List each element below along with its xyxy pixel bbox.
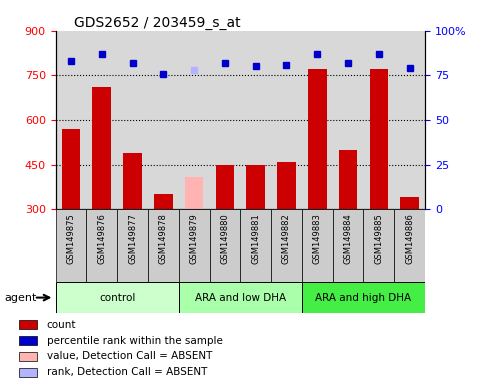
Bar — [210, 209, 240, 282]
Bar — [62, 129, 80, 209]
Bar — [333, 209, 364, 282]
Text: agent: agent — [5, 293, 37, 303]
Text: GSM149884: GSM149884 — [343, 213, 353, 264]
Text: GSM149879: GSM149879 — [190, 213, 199, 264]
Bar — [154, 194, 172, 209]
Text: ARA and high DHA: ARA and high DHA — [315, 293, 412, 303]
Bar — [302, 282, 425, 313]
Text: GSM149875: GSM149875 — [67, 213, 75, 264]
Text: GSM149880: GSM149880 — [220, 213, 229, 264]
Bar — [400, 197, 419, 209]
Text: value, Detection Call = ABSENT: value, Detection Call = ABSENT — [47, 351, 212, 361]
Bar — [364, 209, 394, 282]
Text: ARA and low DHA: ARA and low DHA — [195, 293, 286, 303]
Bar — [394, 209, 425, 282]
Bar — [19, 352, 38, 361]
Text: control: control — [99, 293, 135, 303]
Text: GSM149881: GSM149881 — [251, 213, 260, 264]
Text: GSM149878: GSM149878 — [159, 213, 168, 264]
Bar — [19, 320, 38, 329]
Bar — [339, 150, 357, 209]
Text: GSM149885: GSM149885 — [374, 213, 384, 264]
Text: GSM149883: GSM149883 — [313, 213, 322, 264]
Bar — [117, 209, 148, 282]
Bar — [185, 177, 203, 209]
Bar — [215, 165, 234, 209]
Bar — [246, 165, 265, 209]
Bar — [308, 70, 327, 209]
Text: GSM149882: GSM149882 — [282, 213, 291, 264]
Bar — [302, 209, 333, 282]
Bar — [56, 209, 86, 282]
Bar — [19, 336, 38, 345]
Bar — [179, 209, 210, 282]
Text: GSM149877: GSM149877 — [128, 213, 137, 264]
Bar — [148, 209, 179, 282]
Text: count: count — [47, 320, 76, 330]
Text: GSM149886: GSM149886 — [405, 213, 414, 264]
Bar — [123, 153, 142, 209]
Bar — [369, 70, 388, 209]
Bar — [277, 162, 296, 209]
Bar — [271, 209, 302, 282]
Text: percentile rank within the sample: percentile rank within the sample — [47, 336, 223, 346]
Bar — [240, 209, 271, 282]
Bar — [92, 87, 111, 209]
Bar — [19, 367, 38, 377]
Text: GDS2652 / 203459_s_at: GDS2652 / 203459_s_at — [74, 16, 241, 30]
Bar — [179, 282, 302, 313]
Bar — [56, 282, 179, 313]
Text: rank, Detection Call = ABSENT: rank, Detection Call = ABSENT — [47, 367, 207, 377]
Bar — [86, 209, 117, 282]
Text: GSM149876: GSM149876 — [97, 213, 106, 264]
